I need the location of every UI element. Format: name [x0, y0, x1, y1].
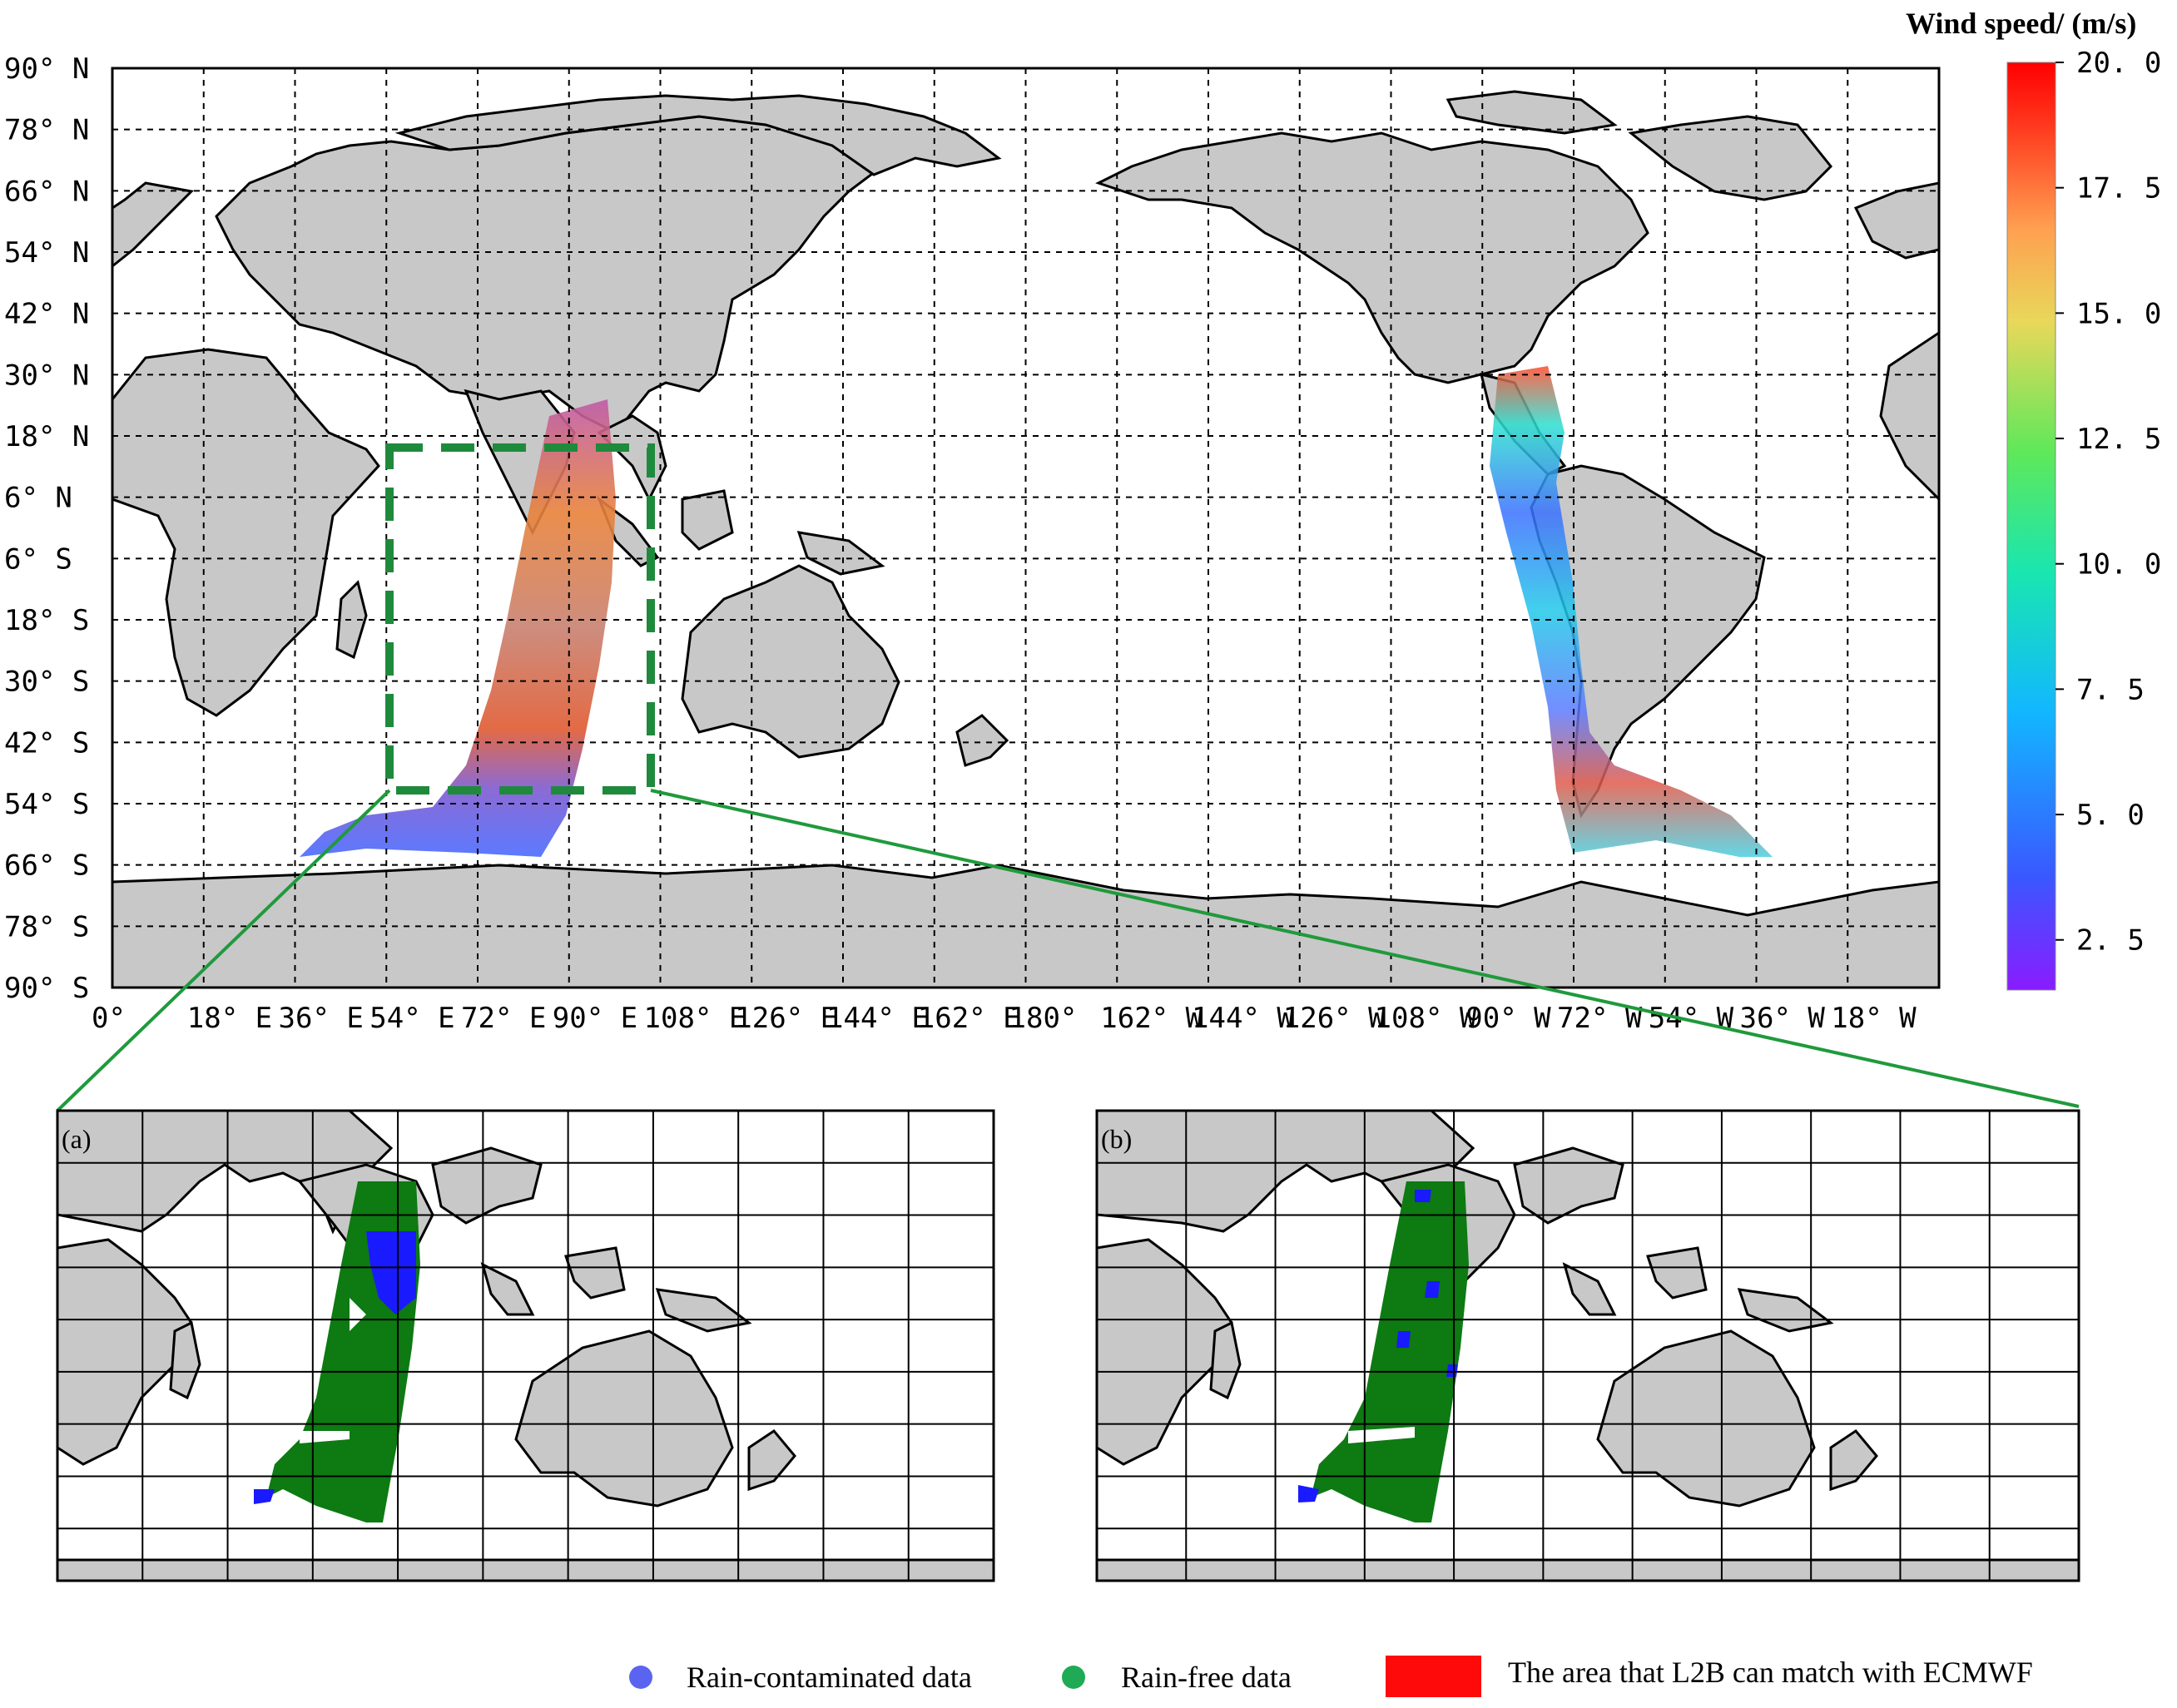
lat-tick-label: 42° S — [4, 726, 89, 760]
australia-landmass — [681, 564, 900, 759]
lat-tick-label: 66° N — [4, 175, 89, 208]
panel-b-frame — [1095, 1109, 2080, 1582]
main-map: 90° N 78° N 66° N 54° N 42° N 30° N 18° N 6° N 6… — [4, 52, 1941, 1035]
lat-tick-label: 42° N — [4, 298, 89, 331]
colorbar-tick-label: 20. 0 — [2076, 47, 2161, 80]
lon-tick-label: 126° E — [735, 1002, 837, 1035]
colorbar: Wind speed/ (m/s) 20. 0 17. 5 15. 0 12. 5 10… — [1906, 7, 2161, 991]
lon-tick-label: 144° W — [1192, 1002, 1294, 1035]
zoom-line-right — [650, 789, 2080, 1108]
colorbar-tick-label: 15. 0 — [2076, 297, 2161, 330]
lon-tick-label: 54° W — [1649, 1002, 1734, 1035]
lat-tick-label: 90° S — [4, 972, 89, 1005]
arctic-islands — [1446, 90, 1618, 135]
borneo — [681, 489, 734, 551]
lon-tick-label: 126° W — [1283, 1002, 1386, 1035]
madagascar — [335, 580, 368, 660]
colorbar-tick-label: 5. 0 — [2076, 799, 2145, 832]
panel-b-label: (b) — [1101, 1124, 1132, 1154]
new-guinea — [796, 531, 885, 576]
lat-tick-label: 78° N — [4, 114, 89, 147]
panel-a: (a) — [56, 1109, 995, 1582]
latitude-labels: 90° N 78° N 66° N 54° N 42° N 30° N 18° N 6° N 6… — [4, 52, 89, 1005]
main-map-frame — [111, 67, 1941, 989]
panel-a-grid — [57, 1111, 994, 1581]
colorbar-tick-label: 17. 5 — [2076, 172, 2161, 205]
colorbar-gradient — [2007, 62, 2056, 990]
colorbar-tick-label: 7. 5 — [2076, 673, 2145, 706]
africa-landmass — [112, 348, 380, 717]
panel-a-land — [57, 1111, 994, 1581]
lon-tick-label: 90° W — [1465, 1002, 1551, 1035]
greenland — [1628, 115, 1833, 201]
panel-b: (b) — [1095, 1109, 2080, 1582]
rain-contaminated-a2 — [254, 1489, 275, 1504]
lon-tick-label: 36° E — [279, 1002, 364, 1035]
lat-tick-label: 78° S — [4, 910, 89, 943]
legend-label-match-area: The area that L2B can match with ECMWF — [1508, 1656, 2033, 1689]
lon-tick-label: 54° E — [369, 1002, 454, 1035]
lon-tick-label: 162° E — [918, 1002, 1020, 1035]
rain-free-marker — [1062, 1666, 1085, 1689]
lon-tick-label: 144° E — [826, 1002, 929, 1035]
legend-label-rain-free: Rain-free data — [1121, 1661, 1292, 1694]
lon-tick-label: 36° W — [1740, 1002, 1826, 1035]
colorbar-ticks: 20. 0 17. 5 15. 0 12. 5 10. 0 7. 5 5. 0 2. 5 — [2056, 47, 2161, 958]
panel-b-grid — [1097, 1111, 2079, 1581]
lon-tick-label: 0° — [92, 1002, 126, 1035]
lon-tick-label: 162° W — [1100, 1002, 1203, 1035]
lat-tick-label: 54° S — [4, 788, 89, 821]
lon-tick-label: 108° E — [644, 1002, 746, 1035]
legend-label-rain-contaminated: Rain-contaminated data — [687, 1661, 972, 1694]
colorbar-frame — [2006, 62, 2056, 991]
lat-tick-label: 18° N — [4, 420, 89, 453]
zoom-line-left — [56, 789, 391, 1112]
lat-tick-label: 66° S — [4, 849, 89, 883]
lon-tick-label: 18° E — [187, 1002, 272, 1035]
highlight-box — [385, 443, 655, 795]
americas-swath — [1490, 366, 1773, 857]
panel-a-label: (a) — [62, 1124, 92, 1154]
siberia-landmass — [394, 94, 1002, 176]
colorbar-tick-label: 12. 5 — [2076, 423, 2161, 456]
lon-tick-label: 108° W — [1375, 1002, 1477, 1035]
lon-tick-label: 72° E — [461, 1002, 546, 1035]
lat-tick-label: 30° S — [4, 666, 89, 699]
lat-tick-label: 6° S — [4, 542, 72, 576]
panel-a-frame — [56, 1109, 995, 1582]
lon-tick-label: 180° — [1009, 1002, 1078, 1035]
colorbar-tick-label: 10. 0 — [2076, 548, 2161, 582]
match-area-swatch — [1386, 1656, 1481, 1697]
lat-tick-label: 18° S — [4, 604, 89, 637]
lon-tick-label: 18° W — [1831, 1002, 1917, 1035]
rain-contaminated-a — [366, 1231, 416, 1314]
lat-tick-label: 30° N — [4, 359, 89, 392]
rain-contaminated-marker — [629, 1666, 652, 1689]
main-grid — [112, 68, 1939, 988]
lat-tick-label: 6° N — [4, 482, 72, 515]
legend: Rain-contaminated data Rain-free data Th… — [629, 1656, 2033, 1697]
lon-tick-label: 90° E — [553, 1002, 637, 1035]
lat-tick-label: 54° N — [4, 236, 89, 270]
new-zealand — [955, 714, 1009, 767]
colorbar-tick-label: 2. 5 — [2076, 924, 2145, 958]
colorbar-title: Wind speed/ (m/s) — [1906, 7, 2136, 40]
lat-tick-label: 90° N — [4, 52, 89, 86]
